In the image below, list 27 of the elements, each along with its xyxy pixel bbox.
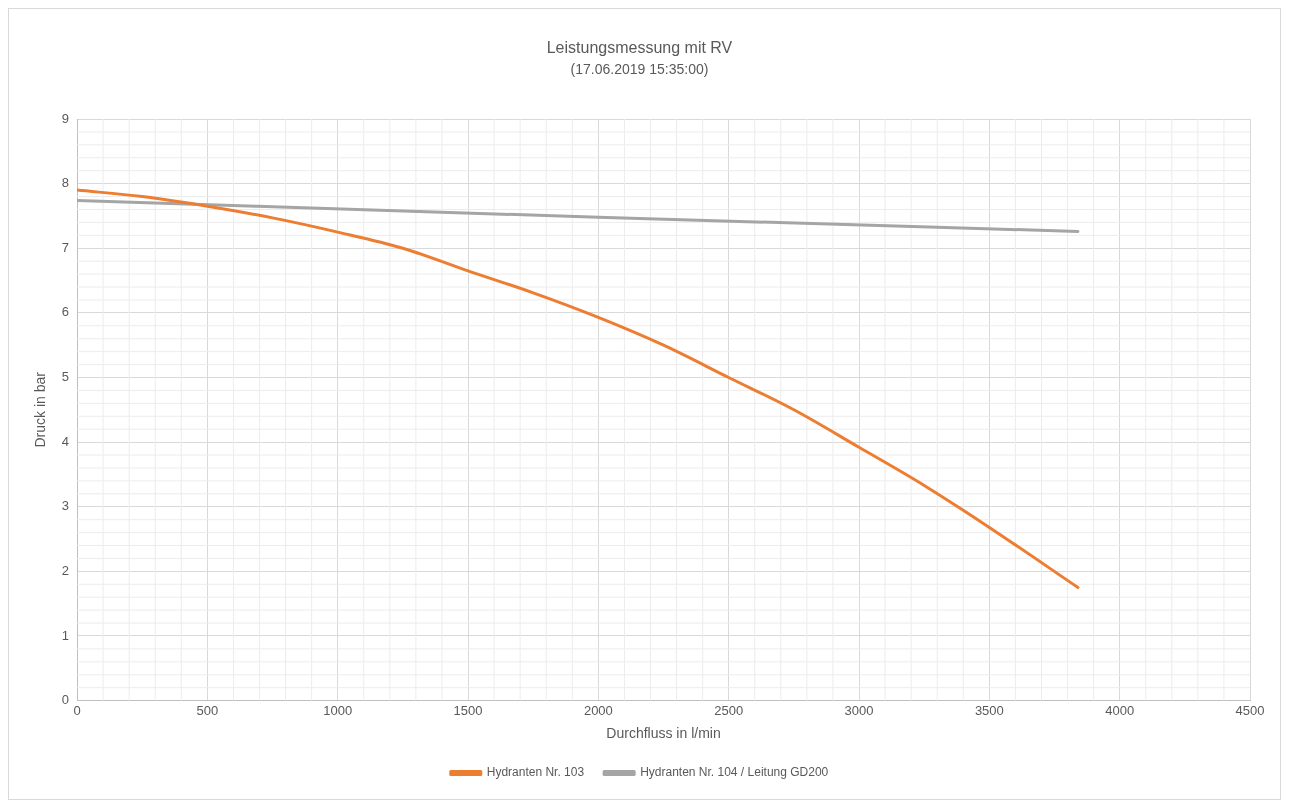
- y-tick-label: 1: [61, 627, 70, 643]
- y-tick-label: 2: [61, 562, 70, 578]
- x-tick-label: 4500: [1235, 702, 1265, 718]
- y-tick-label: 3: [61, 498, 70, 514]
- y-tick-label: 5: [61, 369, 70, 385]
- chart-subtitle: (17.06.2019 15:35:00): [570, 61, 709, 78]
- x-tick-label: 4000: [1105, 702, 1135, 718]
- y-tick-label: 9: [61, 110, 70, 126]
- legend-label: Hydranten Nr. 103: [486, 765, 585, 780]
- x-axis-title: Durchfluss in l/min: [606, 725, 721, 742]
- x-tick-label: 1000: [323, 702, 353, 718]
- x-tick-label: 2500: [714, 702, 744, 718]
- y-tick-label: 8: [61, 175, 70, 191]
- y-tick-label: 6: [61, 304, 70, 320]
- x-tick-label: 500: [196, 702, 219, 718]
- y-tick-label: 4: [61, 433, 70, 449]
- x-tick-label: 2000: [583, 702, 613, 718]
- y-tick-label: 0: [61, 692, 70, 708]
- x-tick-label: 3000: [844, 702, 874, 718]
- line-series: [77, 188, 1080, 590]
- x-tick-label: 3500: [974, 702, 1004, 718]
- y-tick-label: 7: [61, 239, 70, 255]
- legend-label: Hydranten Nr. 104 / Leitung GD200: [640, 765, 829, 780]
- chart-title: Leistungsmessung mit RV: [546, 39, 733, 57]
- x-tick-label: 1500: [453, 702, 483, 718]
- x-tick-label: 0: [73, 702, 81, 718]
- y-axis-title: Druck in bar: [32, 371, 49, 448]
